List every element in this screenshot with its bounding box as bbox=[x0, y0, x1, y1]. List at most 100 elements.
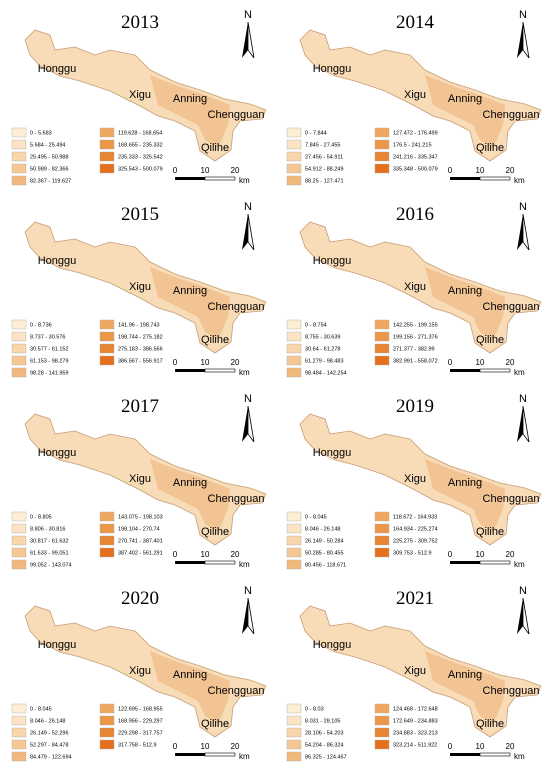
panel-title: 2015 bbox=[121, 204, 159, 225]
scale-label: 20 bbox=[231, 742, 240, 751]
legend-swatch bbox=[286, 547, 302, 558]
legend-label: 0 - 8.045 bbox=[305, 515, 327, 521]
legend-swatch bbox=[286, 559, 302, 570]
north-arrow bbox=[522, 213, 530, 251]
legend-swatch bbox=[11, 343, 27, 354]
scale-label: 0 bbox=[448, 358, 453, 367]
legend-label: 118.672 - 164.933 bbox=[393, 515, 437, 521]
place-label: Honggu bbox=[313, 63, 352, 75]
place-label: Honggu bbox=[313, 255, 352, 267]
legend-swatch bbox=[11, 319, 27, 330]
legend-label: 8.755 - 30.639 bbox=[305, 335, 340, 341]
legend-label: 7.845 - 27.455 bbox=[305, 143, 340, 149]
legend-label: 387.402 - 561.291 bbox=[118, 551, 163, 557]
legend-swatch bbox=[99, 511, 115, 522]
urban-core bbox=[425, 267, 505, 340]
north-arrow bbox=[522, 597, 530, 635]
place-label: Anning bbox=[448, 669, 482, 681]
legend-swatch bbox=[286, 319, 302, 330]
legend-label: 0 - 8.045 bbox=[30, 707, 52, 713]
legend-swatch bbox=[99, 547, 115, 558]
scale-bar bbox=[175, 753, 205, 756]
urban-core bbox=[425, 459, 505, 532]
scale-bar bbox=[479, 368, 511, 373]
legend-swatch bbox=[374, 715, 390, 726]
place-label: Xigu bbox=[404, 281, 426, 293]
legend-label: 124.468 - 172.648 bbox=[393, 707, 438, 713]
panel-title: 2014 bbox=[396, 12, 435, 33]
north-arrow bbox=[247, 405, 255, 443]
place-label: Anning bbox=[173, 93, 207, 105]
legend-swatch bbox=[374, 151, 390, 162]
legend-swatch bbox=[286, 511, 302, 522]
legend-label: 235.333 - 325.542 bbox=[118, 155, 163, 161]
legend-swatch bbox=[374, 343, 390, 354]
legend-label: 176.5 - 241.215 bbox=[393, 143, 432, 149]
legend-swatch bbox=[374, 355, 390, 366]
legend-swatch bbox=[286, 703, 302, 714]
scale-label: 20 bbox=[506, 166, 515, 175]
place-label: Chengguan bbox=[208, 109, 265, 121]
place-label: Anning bbox=[448, 93, 482, 105]
legend-swatch bbox=[99, 535, 115, 546]
legend-label: 198.104 - 270.74 bbox=[118, 527, 160, 533]
legend-swatch bbox=[286, 331, 302, 342]
place-label: Honggu bbox=[313, 639, 352, 651]
place-label: Qilihe bbox=[476, 526, 504, 538]
panel-title: 2013 bbox=[121, 12, 159, 33]
legend-label: 98.484 - 142.254 bbox=[305, 371, 347, 377]
north-arrow bbox=[522, 21, 530, 59]
north-arrow bbox=[247, 21, 255, 59]
legend-swatch bbox=[374, 703, 390, 714]
scale-label: 20 bbox=[506, 358, 515, 367]
place-label: Anning bbox=[173, 669, 207, 681]
legend-label: 0 - 8.805 bbox=[30, 515, 52, 521]
legend-label: 0 - 5.683 bbox=[30, 131, 52, 137]
panel-title: 2016 bbox=[396, 204, 434, 225]
legend-label: 199.156 - 271.376 bbox=[393, 335, 438, 341]
north-label: N bbox=[519, 393, 527, 405]
legend-label: 0 - 7.844 bbox=[305, 131, 327, 137]
legend-label: 82.367 - 119.627 bbox=[30, 179, 71, 185]
north-arrow bbox=[517, 598, 523, 634]
legend-swatch bbox=[11, 163, 27, 174]
scale-bar bbox=[450, 369, 480, 372]
legend-swatch bbox=[99, 355, 115, 366]
north-label: N bbox=[244, 201, 252, 213]
legend-swatch bbox=[374, 523, 390, 534]
legend-swatch bbox=[99, 703, 115, 714]
legend-label: 168.655 - 235.332 bbox=[118, 143, 163, 149]
legend-swatch bbox=[99, 331, 115, 342]
north-label: N bbox=[244, 393, 252, 405]
scale-bar bbox=[450, 177, 480, 180]
legend-swatch bbox=[286, 367, 302, 378]
place-label: Xigu bbox=[129, 89, 151, 101]
legend-label: 54.912 - 88.249 bbox=[305, 167, 344, 173]
north-arrow bbox=[242, 214, 248, 250]
legend-swatch bbox=[286, 139, 302, 150]
legend-swatch bbox=[11, 547, 27, 558]
legend-swatch bbox=[374, 163, 390, 174]
legend-label: 164.934 - 225.274 bbox=[393, 527, 438, 533]
scale-bar bbox=[204, 176, 236, 181]
north-arrow bbox=[247, 597, 255, 635]
scale-label: 0 bbox=[173, 358, 178, 367]
legend-label: 86.325 - 124.467 bbox=[305, 755, 347, 761]
legend-label: 8.046 - 26.148 bbox=[305, 527, 340, 533]
legend-label: 8.737 - 30.576 bbox=[30, 335, 65, 341]
legend-label: 8.806 - 30.816 bbox=[30, 527, 65, 533]
scale-unit: km bbox=[514, 368, 525, 377]
legend-swatch bbox=[99, 319, 115, 330]
scale-label: 0 bbox=[448, 550, 453, 559]
place-label: Qilihe bbox=[476, 142, 504, 154]
legend-label: 25.495 - 50.988 bbox=[30, 155, 69, 161]
place-label: Chengguan bbox=[208, 685, 265, 697]
legend-swatch bbox=[11, 727, 27, 738]
legend-swatch bbox=[11, 139, 27, 150]
scale-label: 20 bbox=[506, 550, 515, 559]
place-label: Honggu bbox=[313, 447, 352, 459]
scale-bar bbox=[479, 752, 511, 757]
panel-title: 2019 bbox=[396, 396, 434, 417]
